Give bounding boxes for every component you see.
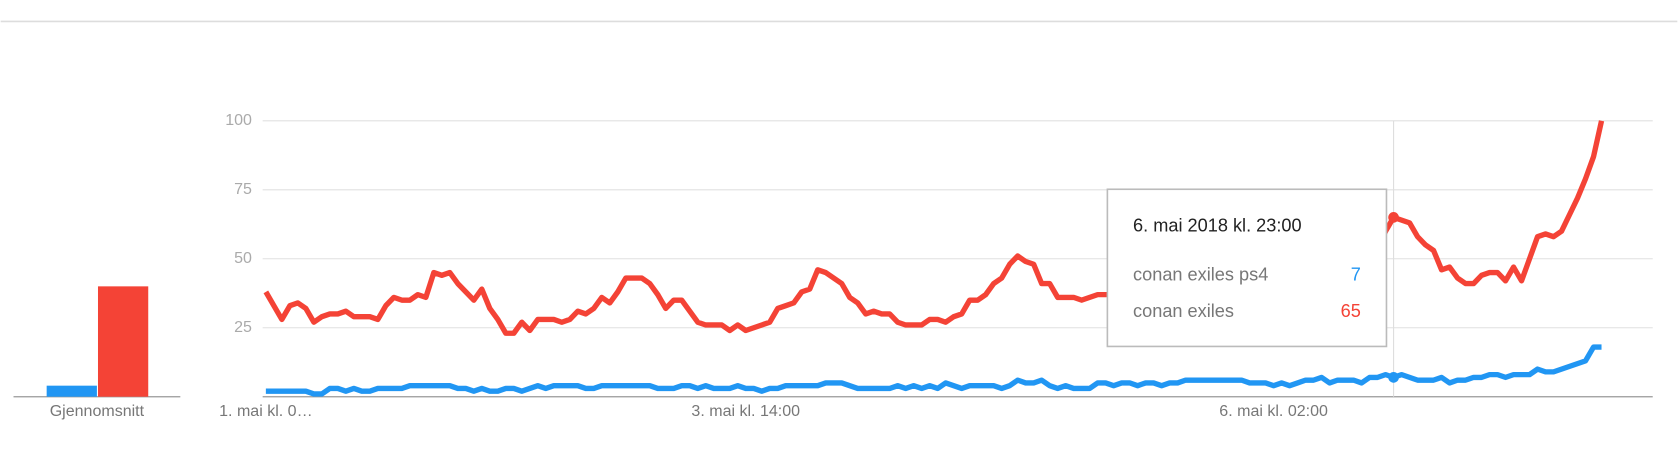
hover-point xyxy=(1388,212,1399,223)
series-line xyxy=(263,120,1605,336)
tooltip-value: 7 xyxy=(1351,265,1361,285)
average-bar xyxy=(97,286,149,397)
average-label: Gjennomsnitt xyxy=(50,402,145,420)
tooltip-title: 6. mai 2018 kl. 23:00 xyxy=(1133,215,1302,235)
y-tick-label: 100 xyxy=(225,111,252,129)
x-tick-label: 1. mai kl. 0… xyxy=(219,402,312,420)
tooltip-series-name: conan exiles xyxy=(1133,301,1234,321)
y-tick-label: 50 xyxy=(234,249,252,267)
series-line xyxy=(265,344,1602,397)
x-tick-label: 6. mai kl. 02:00 xyxy=(1219,402,1328,420)
tooltip-series-name: conan exiles ps4 xyxy=(1133,265,1268,285)
tooltip-box xyxy=(1106,188,1388,348)
hover-point xyxy=(1388,372,1399,383)
tooltip-value: 65 xyxy=(1341,301,1361,321)
y-tick-label: 25 xyxy=(234,318,252,336)
x-tick-label: 3. mai kl. 14:00 xyxy=(691,402,800,420)
average-bar xyxy=(46,385,97,397)
y-tick-label: 75 xyxy=(234,180,252,198)
